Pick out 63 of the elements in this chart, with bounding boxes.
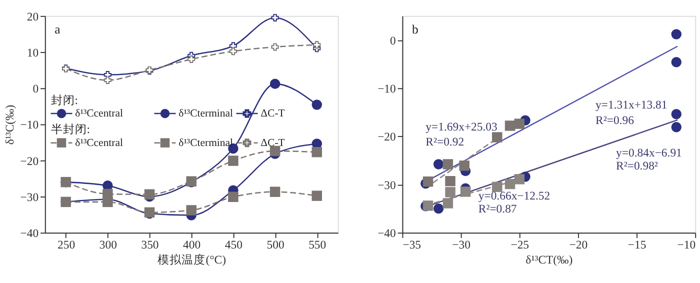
x-tick-label: −30 xyxy=(452,238,471,252)
point xyxy=(270,78,280,89)
point xyxy=(313,41,321,49)
y-tick-label: 0 xyxy=(32,82,39,96)
y-tick-label: 0 xyxy=(390,34,396,48)
y-tick-label: 10 xyxy=(26,46,39,60)
x-tick-label: 250 xyxy=(58,238,76,252)
point xyxy=(271,43,279,51)
annotation: y=1.31x+13.81 xyxy=(596,98,668,112)
annotation: R²=0.92 xyxy=(426,136,464,149)
point xyxy=(312,100,322,110)
legend-label: ΔC-T xyxy=(260,136,286,149)
x-tick-label: 500 xyxy=(266,238,284,252)
annotation: y=0.66x−12.52 xyxy=(478,190,550,203)
y-axis-title: δ¹³C(‰) xyxy=(3,104,16,145)
annotation: R²=0.96 xyxy=(596,114,634,127)
x-tick-label: 450 xyxy=(224,238,243,252)
x-tick-label: −15 xyxy=(628,238,646,252)
annotation: R²=0.87 xyxy=(478,202,517,216)
x-tick-label: −35 xyxy=(402,238,422,252)
text: b xyxy=(412,22,418,36)
y-tick-label: −10 xyxy=(20,118,39,132)
annotation: 半封闭: xyxy=(50,123,90,136)
y-tick-label: −40 xyxy=(378,227,396,240)
point xyxy=(228,156,238,166)
y-tick-label: −20 xyxy=(20,154,39,168)
annotation: 封闭: xyxy=(50,94,78,107)
x-tick-label: 400 xyxy=(183,238,201,252)
point xyxy=(270,186,280,197)
y-tick-label: −10 xyxy=(378,82,396,96)
text: a xyxy=(54,22,61,36)
x-tick-label: −25 xyxy=(510,238,530,252)
legend-label: δ¹³Cterminal xyxy=(178,136,234,149)
x-tick-label: −20 xyxy=(569,238,588,252)
y-tick-label: −30 xyxy=(20,190,39,204)
legend-label: δ¹³Cterminal xyxy=(178,107,234,120)
point xyxy=(271,14,279,22)
x-tick-label: 300 xyxy=(99,238,118,252)
point xyxy=(102,196,113,208)
y-tick-label: −40 xyxy=(20,227,39,240)
point xyxy=(312,190,322,201)
legend-label: δ¹³Ccentral xyxy=(75,107,123,120)
x-tick-label: 350 xyxy=(141,238,159,252)
point xyxy=(229,48,237,56)
x-axis-title: δ¹³CT(‰) xyxy=(526,253,573,266)
y-tick-label: 20 xyxy=(26,10,39,24)
point xyxy=(312,146,322,158)
legend-label: ΔC-T xyxy=(260,107,286,120)
annotation: R²=0.98² xyxy=(616,159,658,172)
point xyxy=(228,192,238,202)
point xyxy=(104,76,112,84)
x-tick-label: −10 xyxy=(677,238,696,252)
y-tick-label: −20 xyxy=(378,130,396,144)
point xyxy=(186,205,196,216)
y-tick-label: −30 xyxy=(378,178,396,192)
point xyxy=(188,55,196,64)
legend-label: δ¹³Ccentral xyxy=(75,136,123,149)
annotation: y=0.84x−6.91 xyxy=(616,146,682,160)
x-axis-title: 模拟温度(°C) xyxy=(158,252,226,266)
point xyxy=(270,146,280,156)
annotation: y=1.69x+25.03 xyxy=(426,120,498,134)
x-tick-label: 550 xyxy=(308,238,326,252)
point xyxy=(144,189,155,200)
